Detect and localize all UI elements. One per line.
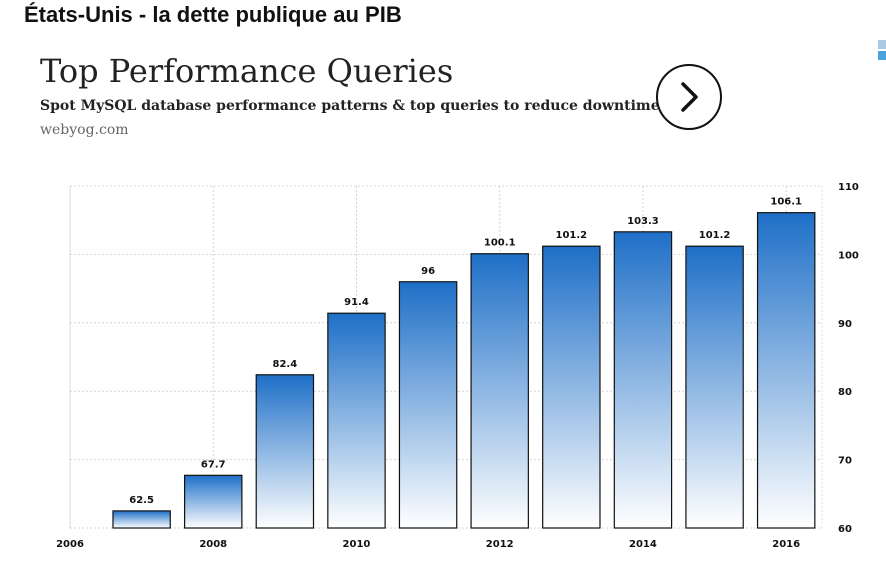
data-label-2012: 100.1 xyxy=(484,238,516,249)
adchoices-icon[interactable] xyxy=(876,40,886,62)
data-label-2016: 106.1 xyxy=(770,197,802,208)
y-tick-label: 100 xyxy=(838,250,859,261)
data-label-2009: 82.4 xyxy=(273,359,298,370)
y-tick-label: 90 xyxy=(838,319,852,330)
y-tick-label: 70 xyxy=(838,456,852,467)
y-tick-label: 110 xyxy=(838,182,859,193)
data-label-2010: 91.4 xyxy=(344,297,369,308)
x-tick-label: 2012 xyxy=(486,539,514,550)
data-label-2015: 101.2 xyxy=(699,230,731,241)
ad-description[interactable]: Spot MySQL database performance patterns… xyxy=(40,98,665,114)
x-axis-ticks: 2006 2008 2010 2012 2014 2016 xyxy=(56,539,800,550)
y-tick-label: 80 xyxy=(838,387,852,398)
bar-2011 xyxy=(398,281,458,529)
bar-2010 xyxy=(327,312,386,529)
data-label-2008: 67.7 xyxy=(201,459,226,470)
x-tick-label: 2008 xyxy=(199,539,227,550)
data-label-2014: 103.3 xyxy=(627,216,659,227)
x-tick-label: 2010 xyxy=(343,539,371,550)
x-tick-label: 2016 xyxy=(772,539,800,550)
bar-2015 xyxy=(685,245,744,529)
debt-to-gdp-chart: 62.5 67.7 82.4 91.4 96 100.1 101.2 103.3 101.2 10… xyxy=(56,182,859,550)
data-label-2013: 101.2 xyxy=(556,230,588,241)
x-tick-label: 2006 xyxy=(56,539,84,550)
page-title: États-Unis - la dette publique au PIB xyxy=(24,2,402,27)
data-labels: 62.5 67.7 82.4 91.4 96 100.1 101.2 103.3 101.2 10… xyxy=(129,197,802,506)
y-axis-ticks: 60 70 80 90 100 110 xyxy=(838,182,859,535)
bar-2016 xyxy=(756,212,816,529)
ad-headline[interactable]: Top Performance Queries xyxy=(40,52,454,90)
bar-2007 xyxy=(112,510,171,529)
data-label-2011: 96 xyxy=(421,266,435,277)
bar-2014 xyxy=(613,231,673,529)
x-tick-label: 2014 xyxy=(629,539,657,550)
data-label-2007: 62.5 xyxy=(129,495,154,506)
chevron-right-icon[interactable] xyxy=(656,64,722,130)
bar-2013 xyxy=(542,245,601,529)
y-tick-label: 60 xyxy=(838,524,852,535)
ad-url[interactable]: webyog.com xyxy=(40,122,129,138)
bar-2012 xyxy=(470,253,529,529)
ad-banner[interactable]: Top Performance Queries Spot MySQL datab… xyxy=(40,52,840,152)
bars xyxy=(112,212,816,529)
bar-2008 xyxy=(183,474,243,529)
bar-2009 xyxy=(255,374,315,529)
